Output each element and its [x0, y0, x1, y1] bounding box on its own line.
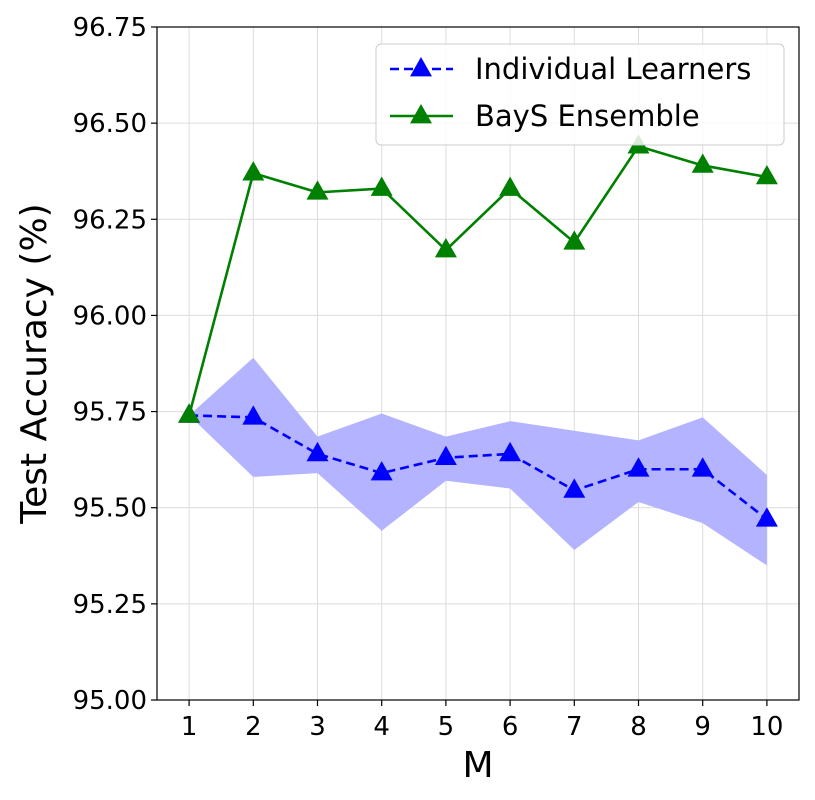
- x-axis-ticks: 1 2 3 4 5 6 7 8 9 10: [181, 700, 783, 742]
- series-line: [189, 414, 768, 521]
- data-point-marker: [499, 176, 522, 196]
- y-tick-label: 95.25: [73, 590, 147, 620]
- x-tick-label: 8: [630, 712, 647, 742]
- series-lines: [187, 144, 768, 521]
- data-point-marker: [755, 507, 778, 527]
- y-axis-ticks: 95.00 95.25 95.50 95.75 96.00 96.25 96.50 96.75: [73, 13, 157, 716]
- data-point-marker: [370, 176, 393, 196]
- legend: Individual Learners BayS Ensemble: [375, 43, 785, 146]
- data-point-marker: [370, 461, 393, 481]
- legend-label: Individual Learners: [475, 52, 751, 86]
- data-point-marker: [627, 457, 650, 477]
- data-point-marker: [691, 153, 714, 173]
- plot-frame: [156, 26, 800, 701]
- std-band: [189, 357, 767, 566]
- y-axis-label: Test Accuracy (%): [14, 203, 55, 524]
- data-point-marker: [755, 164, 778, 185]
- x-tick-label: 1: [181, 712, 198, 742]
- data-point-marker: [434, 238, 457, 258]
- data-point-marker: [306, 441, 329, 462]
- legend-label: BayS Ensemble: [475, 99, 700, 133]
- x-tick-label: 5: [438, 712, 455, 742]
- y-tick-label: 95.00: [73, 686, 147, 716]
- legend-marker: [410, 56, 432, 77]
- y-tick-label: 95.75: [73, 398, 147, 428]
- data-point-marker: [242, 405, 265, 425]
- x-tick-label: 10: [750, 712, 783, 742]
- confidence-band: [189, 357, 767, 566]
- series-line: [187, 144, 768, 416]
- data-point-marker: [499, 441, 522, 462]
- data-point-marker: [306, 180, 329, 200]
- y-tick-label: 96.75: [73, 13, 147, 43]
- data-point-marker: [691, 457, 714, 477]
- data-point-marker: [242, 161, 265, 181]
- x-axis-label: M: [462, 745, 493, 786]
- y-tick-label: 96.25: [73, 205, 147, 235]
- y-tick-label: 95.50: [73, 494, 147, 524]
- x-tick-label: 9: [694, 712, 711, 742]
- data-point-marker: [178, 403, 201, 423]
- legend-box: [375, 43, 785, 146]
- data-point-marker: [434, 445, 457, 466]
- data-point-marker: [563, 230, 586, 250]
- data-point-marker: [563, 478, 586, 498]
- series-markers: [178, 134, 778, 527]
- x-tick-label: 6: [502, 712, 519, 742]
- x-tick-label: 7: [566, 712, 583, 742]
- legend-marker: [410, 103, 432, 124]
- x-tick-label: 4: [373, 712, 390, 742]
- x-tick-label: 2: [245, 712, 262, 742]
- y-tick-label: 96.50: [73, 109, 147, 139]
- y-tick-label: 96.00: [73, 301, 147, 331]
- x-tick-label: 3: [309, 712, 326, 742]
